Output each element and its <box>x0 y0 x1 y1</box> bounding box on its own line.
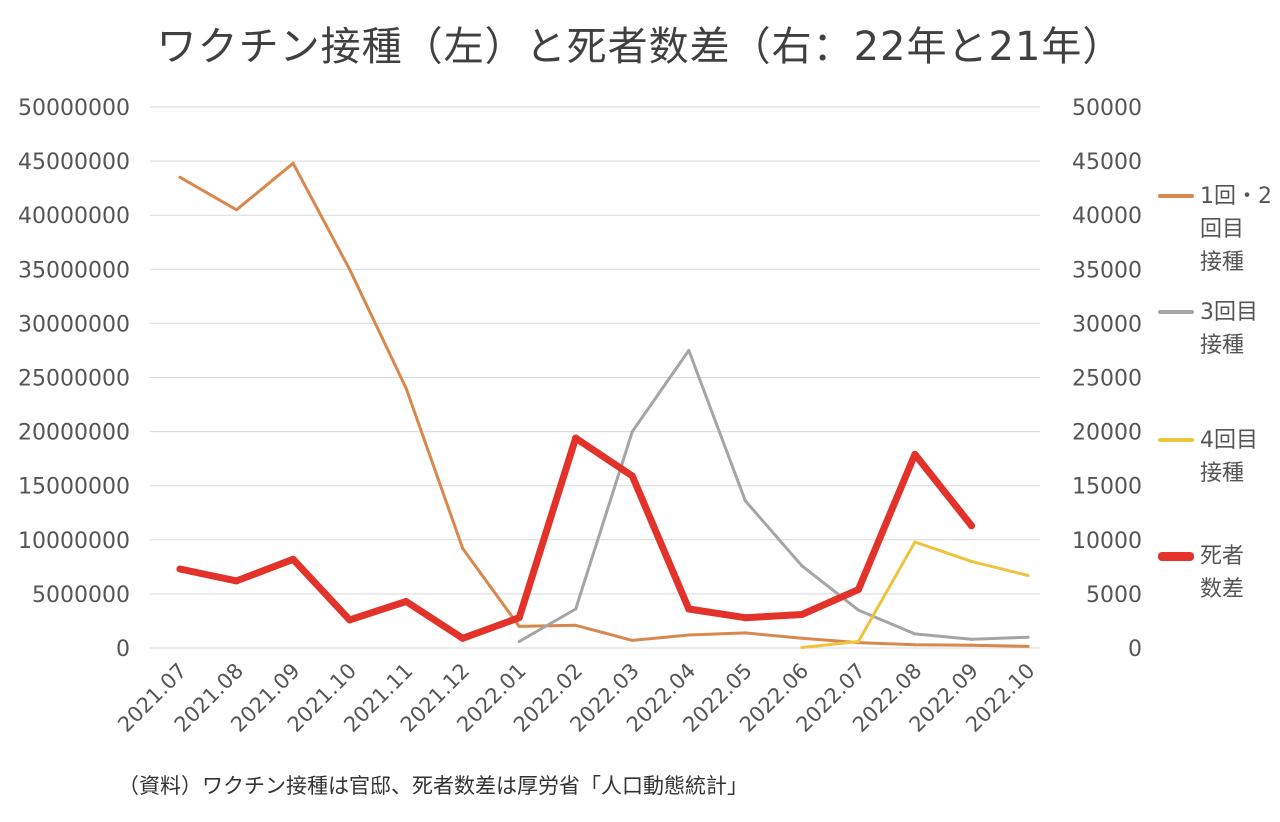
data-point <box>628 472 636 480</box>
data-point <box>176 565 184 573</box>
data-point <box>743 499 747 503</box>
left-tick-label: 40000000 <box>18 204 130 229</box>
data-point <box>1026 644 1030 648</box>
series-4 <box>176 434 975 642</box>
chart-title: ワクチン接種（左）と死者数差（右：22年と21年） <box>156 24 1124 70</box>
left-tick-label: 10000000 <box>18 529 130 554</box>
x-axis: 2021.072021.082021.092021.102021.112021.… <box>113 659 1039 737</box>
data-point <box>1026 574 1030 578</box>
data-point <box>687 348 691 352</box>
data-point <box>856 608 860 612</box>
series-line <box>178 161 1030 648</box>
right-tick-label: 30000 <box>1072 312 1142 337</box>
right-tick-label: 40000 <box>1072 204 1142 229</box>
left-axis: 0 5000000 10000000 15000000 20000000 25000000… <box>18 96 130 662</box>
right-tick-label: 50000 <box>1072 96 1142 121</box>
right-tick-label: 5000 <box>1086 583 1142 608</box>
right-tick-label: 25000 <box>1072 367 1142 392</box>
series-line <box>517 348 1030 643</box>
series-line <box>800 540 1030 649</box>
data-point <box>459 634 467 642</box>
data-point <box>913 540 917 544</box>
legend-label: 4回目 接種 <box>1200 428 1258 486</box>
left-tick-label: 30000000 <box>18 312 130 337</box>
data-point <box>630 638 634 642</box>
left-tick-label: 35000000 <box>18 258 130 283</box>
data-point <box>515 614 523 622</box>
right-tick-label: 20000 <box>1072 421 1142 446</box>
legend-swatch <box>1158 552 1194 561</box>
right-axis: 0 5000 10000 15000 20000 25000 30000 35000 40000… <box>1072 96 1142 662</box>
right-tick-label: 45000 <box>1072 150 1142 175</box>
left-tick-label: 50000000 <box>18 96 130 121</box>
data-point <box>743 631 747 635</box>
data-point <box>856 640 860 644</box>
data-point <box>913 643 917 647</box>
series-lines <box>176 161 1030 649</box>
legend-label: 死者 数差 <box>1200 544 1245 602</box>
data-point <box>517 640 521 644</box>
left-tick-label: 20000000 <box>18 421 130 446</box>
data-point <box>1026 635 1030 639</box>
left-tick-label: 0 <box>116 637 130 662</box>
data-point <box>291 161 295 165</box>
data-point <box>969 643 973 647</box>
legend-swatch <box>1158 438 1194 442</box>
data-point <box>402 597 410 605</box>
data-point <box>574 623 578 627</box>
data-point <box>687 633 691 637</box>
legend-swatch <box>1158 310 1194 314</box>
data-point <box>967 522 975 530</box>
source-note: （資料）ワクチン接種は官邸、死者数差は厚労省「人口動態統計」 <box>118 774 748 798</box>
data-point <box>461 546 465 550</box>
data-point <box>969 559 973 563</box>
data-point <box>798 610 806 618</box>
right-tick-label: 15000 <box>1072 475 1142 500</box>
left-tick-label: 15000000 <box>18 475 130 500</box>
left-tick-label: 25000000 <box>18 367 130 392</box>
right-tick-label: 10000 <box>1072 529 1142 554</box>
right-tick-label: 0 <box>1128 637 1142 662</box>
data-point <box>913 632 917 636</box>
gridlines <box>150 106 1040 649</box>
series-2 <box>517 348 1030 644</box>
data-point <box>235 208 239 212</box>
data-point <box>574 607 578 611</box>
data-point <box>178 175 182 179</box>
data-point <box>741 614 749 622</box>
data-point <box>572 434 580 442</box>
left-tick-label: 5000000 <box>32 583 130 608</box>
data-point <box>630 430 634 434</box>
data-point <box>911 450 919 458</box>
legend-label: 3回目 接種 <box>1200 300 1258 358</box>
series-1 <box>178 161 1030 648</box>
data-point <box>289 555 297 563</box>
data-point <box>517 624 521 628</box>
left-tick-label: 45000000 <box>18 150 130 175</box>
data-point <box>969 637 973 641</box>
data-point <box>233 577 241 585</box>
data-point <box>348 267 352 271</box>
data-point <box>800 645 804 649</box>
right-tick-label: 35000 <box>1072 258 1142 283</box>
data-point <box>800 564 804 568</box>
data-point <box>854 586 862 594</box>
series-3 <box>800 540 1030 649</box>
legend-swatch <box>1158 194 1194 198</box>
data-point <box>685 605 693 613</box>
data-point <box>800 636 804 640</box>
data-point <box>346 616 354 624</box>
data-point <box>404 386 408 390</box>
legend-label: 1回・2 回目 接種 <box>1200 184 1272 275</box>
